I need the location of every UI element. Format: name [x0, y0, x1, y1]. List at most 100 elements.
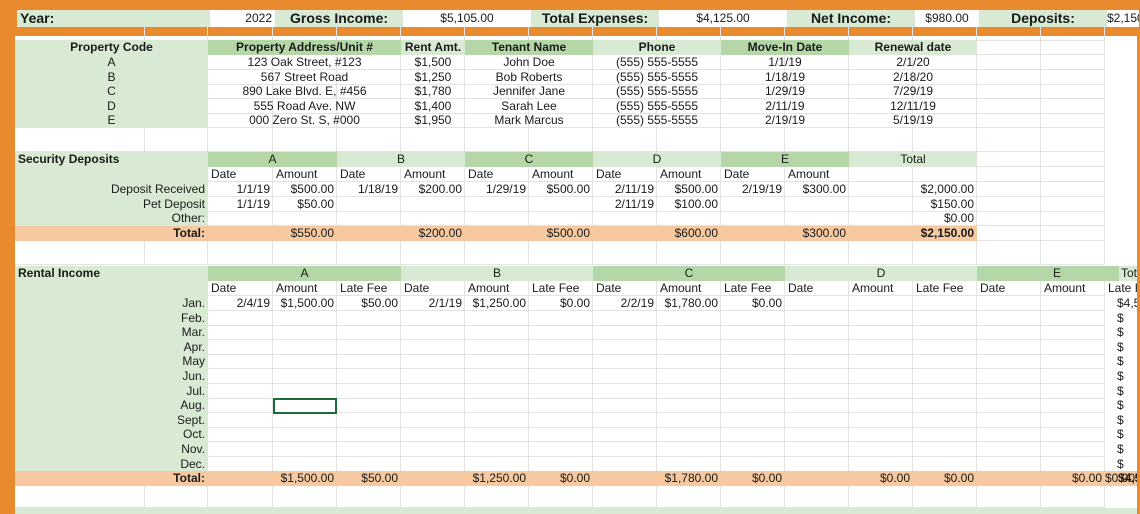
grid-cell[interactable]	[337, 339, 401, 355]
grid-cell[interactable]	[465, 456, 529, 472]
grid-cell[interactable]	[721, 27, 785, 41]
grid-cell[interactable]	[721, 281, 785, 296]
grid-cell[interactable]	[465, 167, 529, 182]
grid-cell[interactable]	[913, 98, 977, 114]
deposit-amount[interactable]	[785, 211, 849, 226]
grid-cell[interactable]	[977, 339, 1041, 355]
grid-cell[interactable]	[657, 310, 721, 326]
grid-cell[interactable]	[273, 486, 337, 509]
property-address[interactable]: 567 Street Road	[260, 69, 349, 84]
grid-cell[interactable]	[1041, 152, 1105, 167]
grid-cell[interactable]	[977, 113, 1041, 129]
grid-cell[interactable]	[208, 84, 273, 100]
grid-cell[interactable]	[977, 69, 1041, 85]
rent-amount[interactable]: $1,400	[414, 98, 452, 113]
rental-total-cell[interactable]: $1,250.00	[472, 471, 526, 486]
grid-cell[interactable]	[977, 369, 1041, 384]
deposit-date[interactable]	[465, 211, 529, 226]
renewal-date[interactable]: 5/19/19	[892, 113, 934, 128]
grid-cell[interactable]	[273, 55, 337, 70]
grid-cell[interactable]	[1041, 196, 1105, 212]
grid-cell[interactable]	[208, 55, 273, 70]
grid-cell[interactable]	[1041, 27, 1105, 41]
grid-cell[interactable]	[273, 240, 337, 265]
deposit-amount[interactable]: $100.00	[674, 196, 718, 211]
grid-cell[interactable]	[1041, 354, 1105, 370]
grid-cell[interactable]	[849, 427, 913, 443]
deposit-total-cell[interactable]: $500.00	[546, 225, 590, 240]
grid-cell[interactable]	[785, 211, 849, 227]
grid-cell[interactable]	[593, 281, 657, 296]
grid-cell[interactable]	[721, 296, 785, 311]
grid-cell[interactable]	[593, 325, 657, 341]
grid-cell[interactable]	[337, 456, 401, 472]
grid-cell[interactable]	[593, 240, 657, 265]
grid-cell[interactable]	[721, 211, 785, 227]
deposit-total-cell[interactable]	[465, 226, 529, 241]
rental-total-cell[interactable]	[593, 471, 657, 486]
deposits-label[interactable]: Deposits:	[979, 10, 1107, 27]
grid-cell[interactable]	[977, 486, 1041, 509]
grid-cell[interactable]	[273, 442, 337, 457]
grid-cell[interactable]	[913, 442, 977, 457]
grid-cell[interactable]	[208, 412, 273, 428]
property-address[interactable]: 000 Zero St. S, #000	[249, 113, 360, 128]
grid-cell[interactable]	[657, 296, 721, 311]
grid-cell[interactable]	[657, 456, 721, 472]
grid-cell[interactable]	[849, 27, 913, 41]
grid-cell[interactable]	[208, 128, 273, 152]
month-total[interactable]: $	[1117, 383, 1124, 398]
grid-cell[interactable]	[208, 486, 273, 509]
deposit-amount[interactable]: $200.00	[418, 182, 462, 196]
grid-cell[interactable]	[465, 84, 529, 100]
grid-cell[interactable]	[337, 427, 401, 443]
grid-cell[interactable]	[337, 486, 401, 509]
grid-cell[interactable]	[913, 369, 977, 384]
rent-amount[interactable]: $1,780.00	[664, 296, 718, 310]
grid-cell[interactable]	[529, 211, 593, 227]
grid-cell[interactable]	[529, 167, 593, 182]
grid-cell[interactable]	[785, 240, 849, 265]
grid-cell[interactable]	[849, 69, 913, 85]
late-fee[interactable]: $0.00	[751, 296, 782, 310]
rental-total-cell[interactable]: $0.00	[1105, 471, 1136, 486]
grid-cell[interactable]	[785, 325, 849, 341]
rent-amount[interactable]: $1,500.00	[280, 296, 334, 310]
grid-cell[interactable]	[529, 310, 593, 326]
rent-amount[interactable]: $1,250	[414, 69, 452, 84]
grid-cell[interactable]	[785, 113, 849, 129]
grid-cell[interactable]	[785, 310, 849, 326]
grid-cell[interactable]	[657, 240, 721, 265]
grid-cell[interactable]	[529, 69, 593, 85]
grid-cell[interactable]	[1041, 398, 1105, 414]
grid-cell[interactable]	[849, 442, 913, 457]
deposit-total-cell[interactable]	[337, 226, 401, 241]
grid-cell[interactable]	[465, 427, 529, 443]
grid-cell[interactable]	[401, 354, 465, 370]
tenant-name[interactable]: John Doe	[503, 55, 555, 69]
month-total[interactable]: $4,58	[1117, 296, 1137, 310]
rental-total-cell[interactable]	[977, 471, 1041, 486]
grid-cell[interactable]	[721, 383, 785, 399]
grid-cell[interactable]	[657, 182, 721, 197]
grid-cell[interactable]	[529, 442, 593, 457]
grid-cell[interactable]	[913, 339, 977, 355]
grid-cell[interactable]	[849, 369, 913, 384]
grid-cell[interactable]	[15, 128, 145, 152]
grid-cell[interactable]	[785, 412, 849, 428]
grid-cell[interactable]	[977, 325, 1041, 341]
grid-cell[interactable]	[913, 325, 977, 341]
grid-cell[interactable]	[337, 55, 401, 70]
grid-cell[interactable]	[657, 84, 721, 100]
grid-cell[interactable]	[977, 281, 1041, 296]
grid-cell[interactable]	[1041, 211, 1105, 227]
grid-cell[interactable]	[913, 84, 977, 100]
rental-total-cell[interactable]: $0.00	[559, 471, 590, 486]
grid-cell[interactable]	[401, 128, 465, 152]
grid-cell[interactable]	[465, 486, 529, 509]
rent-date[interactable]: 2/4/19	[236, 296, 270, 310]
grid-cell[interactable]	[529, 84, 593, 100]
grid-cell[interactable]	[785, 27, 849, 41]
grid-cell[interactable]	[849, 113, 913, 129]
grid-cell[interactable]	[529, 55, 593, 70]
